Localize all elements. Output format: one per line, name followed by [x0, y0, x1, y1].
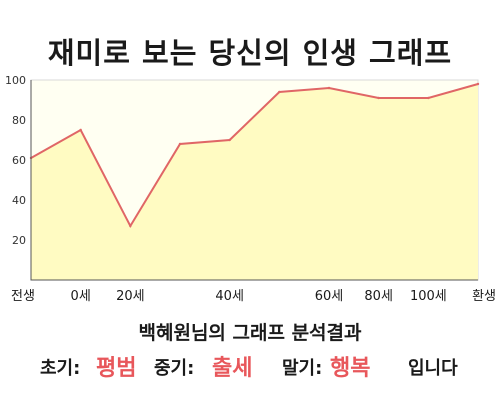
data-point-9 — [476, 82, 480, 86]
data-point-2 — [129, 224, 132, 228]
ending-text: 입니다 — [408, 358, 458, 379]
data-point-1 — [79, 128, 82, 132]
data-point-5 — [278, 90, 281, 94]
x-tick-label: 0세 — [71, 289, 91, 304]
mid-value: 출세 — [212, 356, 253, 381]
x-tick-label: 40세 — [215, 289, 244, 304]
early-value: 평범 — [96, 356, 137, 381]
axis-lines — [30, 80, 478, 281]
life-graph-chart: 20 40 60 80 100 전생 0세 20세 40세 60세 80세 100세 환생 — [5, 74, 496, 304]
y-tick-label: 100 — [5, 74, 26, 87]
data-point-8 — [427, 96, 430, 100]
area-fill — [31, 84, 478, 280]
x-tick-label: 20세 — [116, 289, 145, 304]
late-value: 행복 — [330, 356, 371, 381]
x-tick-label: 60세 — [315, 289, 344, 304]
x-tick-label: 전생 — [11, 289, 35, 304]
y-tick-label: 60 — [12, 154, 26, 167]
data-point-3 — [178, 142, 182, 146]
x-tick-label: 100세 — [410, 289, 447, 304]
late-label: 말기: — [282, 358, 323, 379]
data-point-4 — [228, 138, 231, 142]
data-point-7 — [377, 96, 380, 100]
y-tick-label: 40 — [12, 194, 26, 207]
chart-title: 재미로 보는 당신의 인생 그래프 — [47, 36, 453, 70]
x-tick-label: 환생 — [472, 289, 496, 304]
mid-label: 중기: — [154, 358, 195, 379]
analysis-result: 초기: 평범 중기: 출세 말기: 행복 입니다 — [0, 348, 500, 382]
y-tick-label: 20 — [12, 234, 26, 247]
y-tick-label: 80 — [12, 114, 26, 127]
series-line — [30, 83, 479, 229]
x-tick-label: 80세 — [364, 289, 393, 304]
analysis-subtitle: 백혜원님의 그래프 분석결과 — [138, 322, 362, 344]
data-point-6 — [327, 86, 331, 90]
early-label: 초기: — [40, 358, 81, 379]
